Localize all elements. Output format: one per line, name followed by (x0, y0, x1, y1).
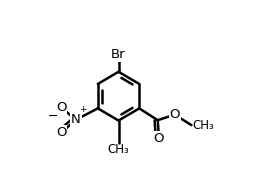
Text: N: N (71, 113, 81, 126)
Text: CH₃: CH₃ (108, 143, 130, 156)
Text: CH₃: CH₃ (193, 119, 214, 132)
Text: +: + (79, 105, 87, 114)
Text: O: O (154, 132, 164, 145)
Text: O: O (56, 101, 66, 114)
Text: Br: Br (111, 48, 126, 61)
Text: O: O (170, 108, 180, 121)
Text: O: O (56, 126, 67, 139)
Text: −: − (48, 110, 59, 123)
